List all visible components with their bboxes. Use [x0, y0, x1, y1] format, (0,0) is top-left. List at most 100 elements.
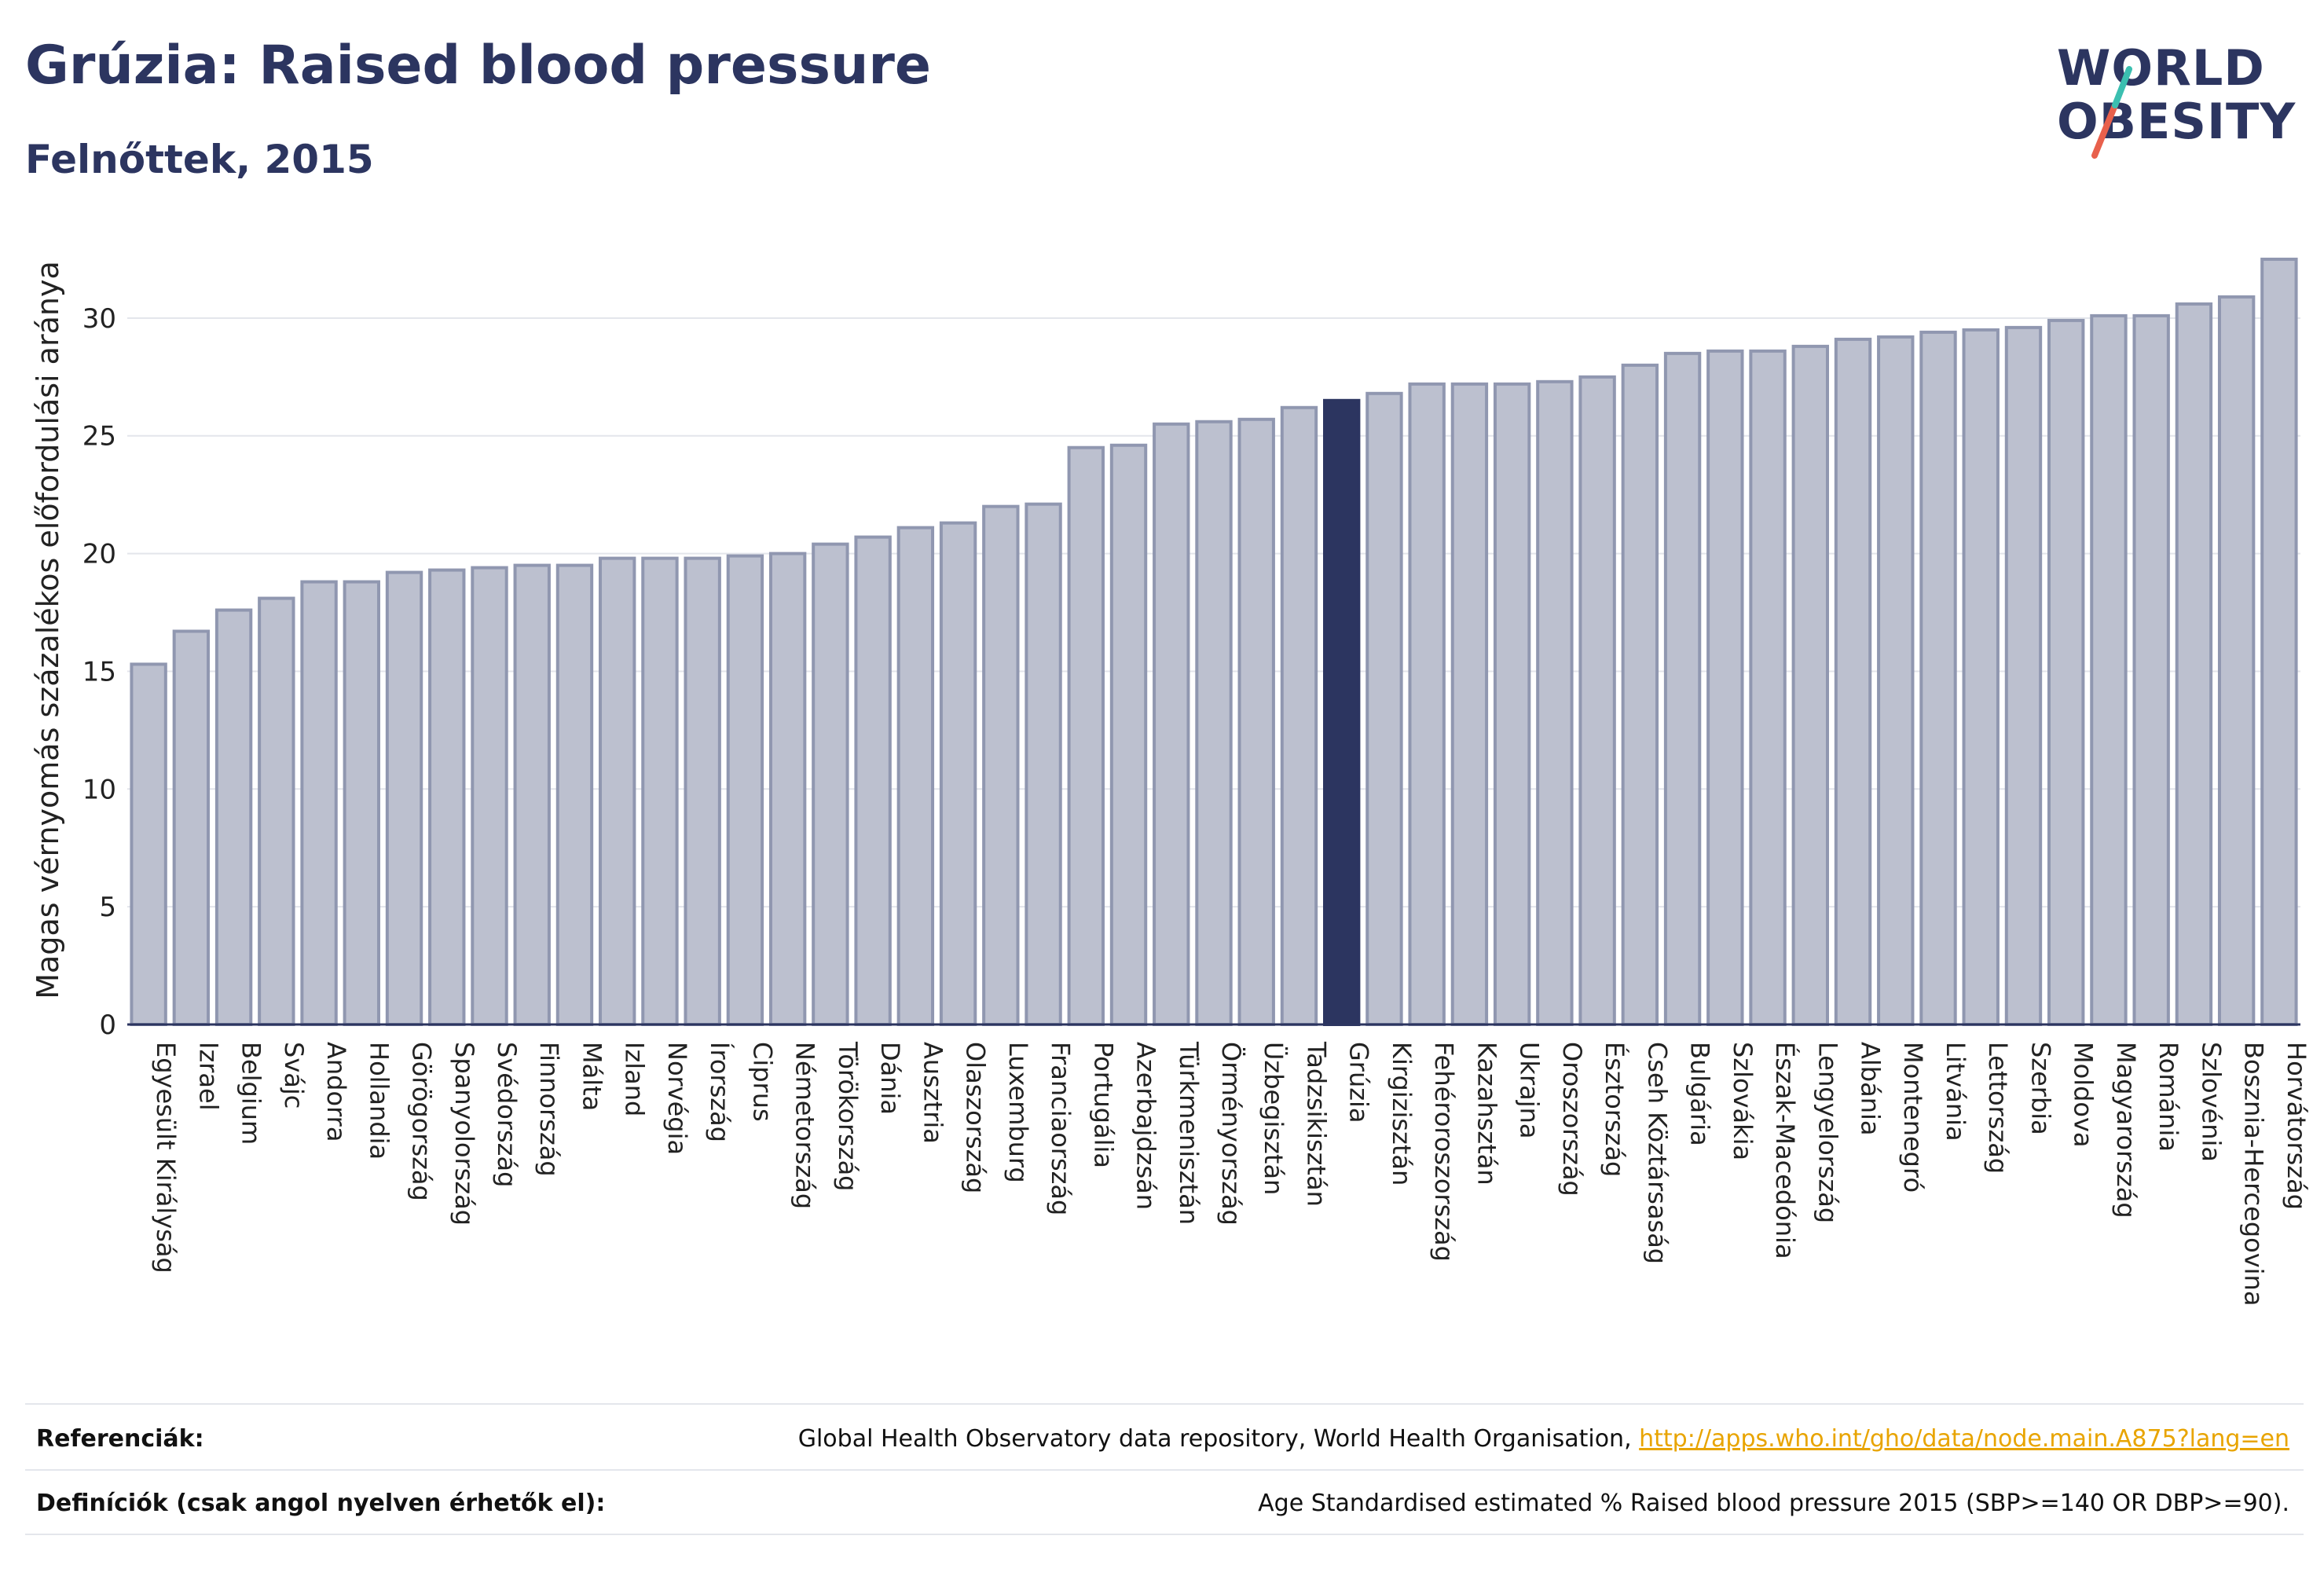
- bar: [513, 563, 551, 1026]
- definitions-text: Age Standardised estimated % Raised bloo…: [1258, 1490, 2289, 1517]
- x-tick-label: Szerbia: [2025, 1042, 2055, 1135]
- world-obesity-logo: WORLD OBESITY: [2043, 38, 2310, 163]
- bar: [1791, 344, 1829, 1027]
- bar: [896, 526, 935, 1026]
- x-tick-label: Türkmenisztán: [1174, 1041, 1204, 1225]
- x-tick-label: Ciprus: [747, 1042, 777, 1122]
- references-label: Referenciák:: [36, 1425, 204, 1453]
- bar: [1109, 443, 1148, 1026]
- bar: [555, 563, 594, 1026]
- x-tick-label: Ausztria: [918, 1042, 948, 1144]
- x-tick-label: Románia: [2154, 1042, 2183, 1152]
- x-tick-label: Ukrajna: [1515, 1042, 1545, 1139]
- bar: [1493, 382, 1531, 1026]
- bar: [854, 535, 892, 1026]
- x-tick-label: Észak-Macedónia: [1770, 1042, 1800, 1259]
- bar: [1450, 382, 1489, 1026]
- references-source: Global Health Observatory data repositor…: [797, 1425, 1640, 1453]
- x-tick-label: Luxemburg: [1003, 1042, 1033, 1183]
- bar: [1536, 379, 1574, 1026]
- bar: [1067, 445, 1105, 1026]
- page-title: Grúzia: Raised blood pressure: [25, 35, 932, 97]
- bar-chart: 0 5 10 15 20 25 30 Magas vérnyomás százalékos e…: [31, 257, 2311, 1306]
- definitions-label: Definíciók (csak angol nyelven érhetők e…: [36, 1490, 606, 1517]
- bar: [258, 596, 295, 1026]
- y-tick-label: 15: [82, 656, 116, 687]
- x-tick-label: Franciaország: [1046, 1042, 1076, 1215]
- x-tick-label: Oroszország: [1557, 1042, 1587, 1197]
- x-tick-label: Hollandia: [364, 1042, 394, 1160]
- bar: [1323, 398, 1361, 1027]
- x-tick-label: Portugália: [1088, 1042, 1118, 1168]
- bar: [1834, 337, 1872, 1026]
- x-tick-label: Kirgizisztán: [1387, 1042, 1417, 1186]
- bar: [599, 556, 636, 1026]
- bar: [2047, 318, 2085, 1027]
- y-tick-label: 5: [99, 892, 116, 923]
- x-tick-label: Svédország: [492, 1042, 522, 1187]
- bar: [812, 542, 849, 1026]
- logo-word-world: WORLD: [2057, 39, 2265, 97]
- bar: [2090, 313, 2128, 1026]
- x-tick-label: Azerbajdzsán: [1131, 1042, 1161, 1210]
- x-tick-label: Litvánia: [1941, 1042, 1970, 1142]
- bar: [385, 570, 423, 1026]
- x-tick-label: Málta: [577, 1042, 607, 1111]
- bar: [343, 580, 380, 1026]
- bar: [2004, 325, 2043, 1026]
- x-tick-label: Dánia: [875, 1042, 905, 1115]
- page-subtitle: Felnőttek, 2015: [25, 137, 374, 182]
- bar: [982, 504, 1020, 1026]
- x-tick-label: Norvégia: [662, 1042, 692, 1155]
- x-tick-label: Horvátország: [2282, 1042, 2311, 1210]
- bar: [1195, 420, 1233, 1026]
- bar: [768, 552, 807, 1026]
- bar: [471, 566, 508, 1026]
- x-tick-label: Lettország: [1983, 1042, 2013, 1174]
- x-tick-label: Bulgária: [1685, 1042, 1715, 1146]
- x-tick-label: Montenegró: [1898, 1042, 1928, 1193]
- footer-divider-middle: [25, 1469, 2304, 1471]
- x-tick-label: Moldova: [2069, 1042, 2099, 1148]
- bar: [1919, 330, 1957, 1026]
- y-tick-label: 30: [82, 303, 116, 335]
- bar: [428, 568, 466, 1026]
- x-tick-label: Grúzia: [1344, 1042, 1374, 1123]
- x-tick-label: Fehéroroszország: [1429, 1042, 1459, 1262]
- x-tick-label: Egyesült Királyság: [151, 1042, 181, 1274]
- references-link[interactable]: http://apps.who.int/gho/data/node.main.A…: [1639, 1425, 2289, 1453]
- bar: [2175, 302, 2213, 1026]
- bar: [2132, 313, 2170, 1026]
- x-tick-label: Svájc: [279, 1042, 309, 1109]
- y-tick-label: 25: [82, 421, 116, 453]
- x-tick-label: Cseh Köztársaság: [1642, 1042, 1672, 1264]
- x-tick-label: Lengyelország: [1813, 1042, 1842, 1223]
- bar: [1578, 375, 1616, 1026]
- x-tick-label: Olaszország: [961, 1042, 991, 1193]
- bar: [1237, 417, 1275, 1026]
- bar: [1621, 363, 1659, 1026]
- references-text: Global Health Observatory data repositor…: [798, 1425, 2289, 1453]
- x-tick-label: Izland: [620, 1042, 650, 1116]
- bar: [1153, 422, 1190, 1026]
- x-tick-label: Finnország: [534, 1042, 564, 1177]
- x-tick-label: Kazahsztán: [1472, 1042, 1501, 1186]
- x-tick-label: Spanyolország: [449, 1042, 479, 1226]
- x-tick-label: Magyarország: [2111, 1042, 2141, 1219]
- bar: [1663, 351, 1702, 1026]
- bar: [2217, 295, 2256, 1027]
- x-tick-label: Németország: [790, 1042, 820, 1209]
- bar: [1025, 502, 1062, 1026]
- x-tick-label: Tadzsikisztán: [1301, 1041, 1331, 1207]
- x-tick-label: Bosznia-Hercegovina: [2239, 1042, 2269, 1306]
- x-tick-label: Üzbegisztán: [1259, 1042, 1288, 1195]
- bar: [1706, 349, 1744, 1026]
- bar: [1962, 328, 2000, 1026]
- bar: [1877, 335, 1915, 1026]
- bar: [172, 629, 211, 1027]
- bar: [726, 554, 764, 1026]
- x-tick-label: Örményország: [1216, 1042, 1246, 1226]
- footer-divider-top: [25, 1403, 2304, 1405]
- logo-slash-icon: [2091, 66, 2132, 159]
- y-tick-label: 10: [82, 774, 116, 805]
